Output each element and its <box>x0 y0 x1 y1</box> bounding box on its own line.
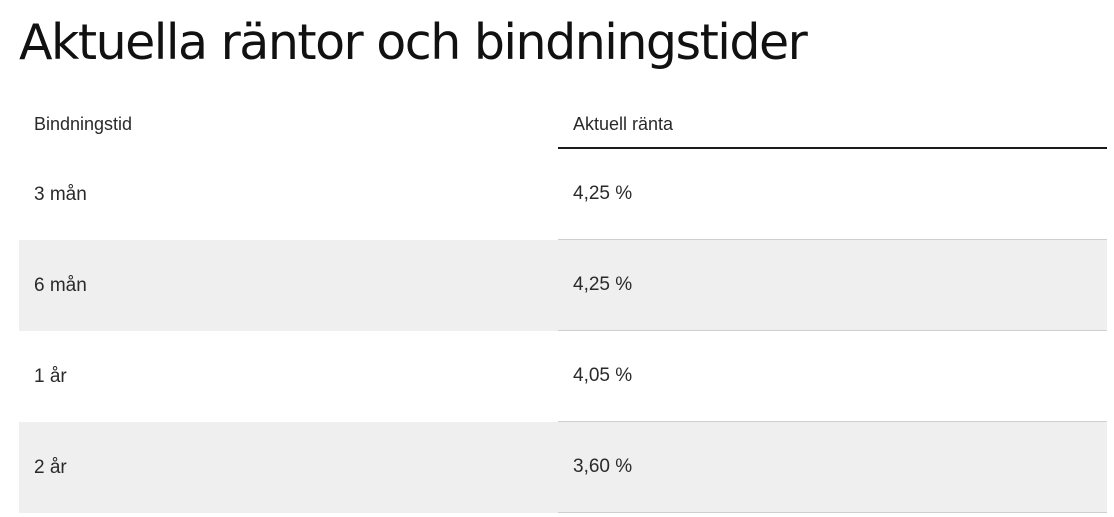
term-cell: 2 år <box>19 422 558 513</box>
rate-cell: 4,25 % <box>558 149 1107 240</box>
rate-cell: 4,05 % <box>558 331 1107 422</box>
table-row: 1 år 4,05 % <box>19 331 1107 422</box>
page-title: Aktuella räntor och bindningstider <box>19 14 808 71</box>
term-cell: 1 år <box>34 365 67 387</box>
table-row: 3 mån 4,25 % <box>19 149 1107 240</box>
rates-table: Bindningstid Aktuell ränta 3 mån 4,25 % … <box>19 95 1107 513</box>
term-cell: 6 mån <box>19 240 558 331</box>
header-aktuell-ranta: Aktuell ränta <box>558 95 1107 149</box>
rate-cell: 4,25 % <box>558 240 1107 331</box>
table-header-row: Bindningstid Aktuell ränta <box>19 95 1107 149</box>
table-row: 2 år 3,60 % <box>19 422 1107 513</box>
header-bindningstid: Bindningstid <box>34 114 133 134</box>
term-cell: 3 mån <box>34 183 87 205</box>
rate-cell: 3,60 % <box>558 422 1107 513</box>
table-row: 6 mån 4,25 % <box>19 240 1107 331</box>
